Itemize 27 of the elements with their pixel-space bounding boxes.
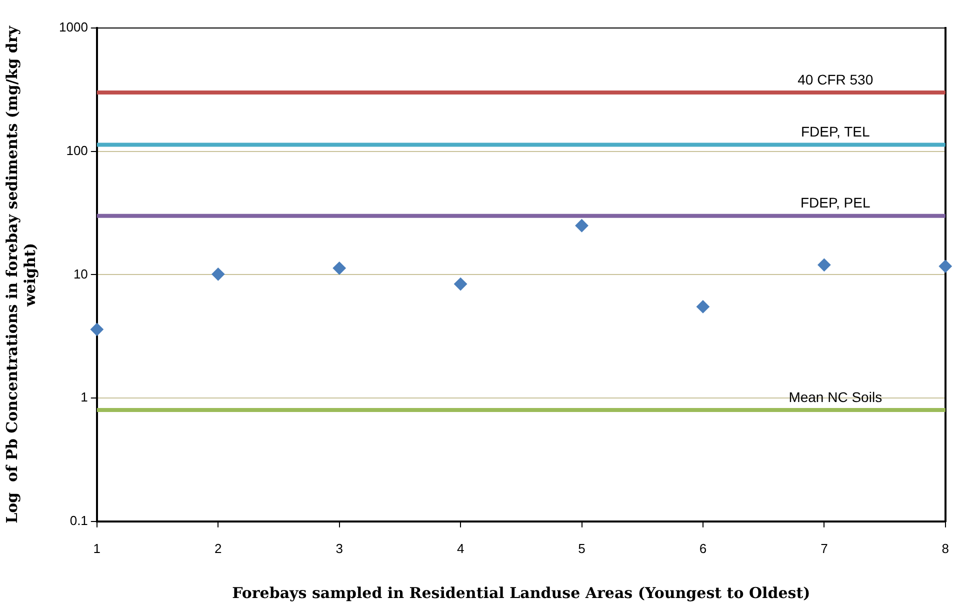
point [575,219,588,232]
y-tick-label: 100 [66,142,88,158]
x-tick-label: 4 [456,540,464,556]
point [696,300,710,314]
y-tick-label: 0.1 [70,512,88,528]
ref-line-label: 40 CFR 530 [798,71,874,88]
ref-line-label: FDEP, TEL [801,124,870,140]
point [332,262,346,275]
x-tick-label: 3 [336,540,343,556]
x-tick-label: 6 [699,540,707,556]
point [818,258,831,272]
x-tick-label: 7 [820,540,828,556]
point [938,260,952,273]
ref-line-label: Mean NC Soils [788,388,882,405]
x-tick-label: 1 [93,540,101,556]
x-tick-label: 8 [942,540,949,556]
point [454,278,468,291]
x-axis-title: Forebays sampled in Residential Landuse Areas (Youngest to Oldest) [232,584,810,602]
y-tick-label: 1000 [59,20,88,35]
y-axis-title: Log of Pb Concentrations in forebay sediments (mg/kg dry weight) [2,24,39,524]
point [90,322,104,336]
x-tick-label: 5 [578,540,586,556]
y-tick-label: 1 [80,390,88,405]
y-tick-label: 10 [73,266,88,282]
ref-line-label: FDEP, PEL [800,194,870,211]
point [212,268,225,281]
x-tick-label: 2 [214,540,222,556]
